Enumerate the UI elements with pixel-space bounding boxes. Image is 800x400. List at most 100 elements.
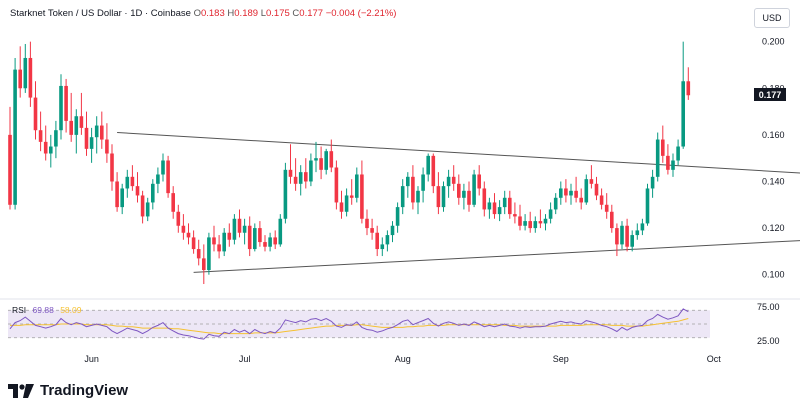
low-value: 0.175 <box>265 8 290 19</box>
candle-body <box>100 125 104 140</box>
candle-body <box>202 258 206 271</box>
candle-body <box>528 221 532 229</box>
candle-body <box>518 216 522 226</box>
candle-body <box>467 190 471 205</box>
chart-header: Starknet Token / US Dollar · 1D · Coinba… <box>10 8 396 19</box>
candle-body <box>686 81 691 96</box>
currency-button[interactable]: USD <box>754 8 790 28</box>
candle-body <box>49 146 53 154</box>
candle-body <box>594 183 599 196</box>
rsi-tick-label: 25.00 <box>757 336 780 346</box>
high-label: H <box>227 8 235 19</box>
candle-body <box>411 176 415 203</box>
candle-body <box>482 188 487 210</box>
candle-body <box>569 190 573 196</box>
candle-body <box>604 204 609 212</box>
candle-body <box>676 146 680 161</box>
candle-body <box>263 242 267 247</box>
candle-body <box>298 172 303 184</box>
candle-body <box>324 151 328 170</box>
month-tick-label: Oct <box>707 354 722 364</box>
candle-body <box>661 139 665 156</box>
candle-body <box>94 125 99 138</box>
candle-body <box>309 160 313 182</box>
candle-body <box>523 221 527 226</box>
footer-brand[interactable]: TradingView <box>8 382 128 399</box>
candle-body <box>186 232 191 238</box>
close-value: 0.177 <box>299 8 324 19</box>
candle-body <box>436 186 441 208</box>
candle-body <box>288 169 293 177</box>
last-price-tag: 0.177 <box>754 88 786 101</box>
change-value: −0.004 (−2.21%) <box>325 8 397 19</box>
candle-body <box>375 232 379 250</box>
candle-body <box>110 153 114 182</box>
candle-body <box>477 174 481 189</box>
candle-body <box>620 225 624 245</box>
candle-body <box>171 193 175 212</box>
rsi-line <box>9 308 689 340</box>
candle-body <box>610 211 614 229</box>
candle-body <box>258 228 262 243</box>
month-tick-label: Jul <box>239 354 251 364</box>
candle-body <box>151 183 155 203</box>
candle-body <box>156 174 160 184</box>
candle-body <box>385 235 390 245</box>
candle-body <box>406 176 410 187</box>
candle-body <box>125 176 130 189</box>
candle-body <box>487 202 492 210</box>
candle-body <box>161 160 165 175</box>
candle-body <box>319 158 323 170</box>
candle-body <box>329 151 334 168</box>
candle-body <box>390 225 395 236</box>
candle-body <box>574 190 578 198</box>
candle-body <box>237 218 242 233</box>
rsi-tick-label: 75.00 <box>757 302 780 312</box>
candle-body <box>28 57 33 98</box>
candle-body <box>278 218 283 245</box>
candle-body <box>242 225 247 233</box>
trendlines <box>117 132 800 273</box>
candle-body <box>130 176 135 187</box>
candle-body <box>589 179 594 184</box>
candle-body <box>538 221 543 224</box>
candle-body <box>559 188 563 198</box>
candle-body <box>370 228 374 233</box>
candle-body <box>247 225 252 250</box>
candle-body <box>630 235 634 247</box>
candle-body <box>579 197 583 203</box>
candle-body <box>349 195 354 198</box>
axes: 0.2000.1800.1600.1400.1200.10075.0025.00… <box>84 37 784 364</box>
candle-body <box>89 137 94 149</box>
candle-body <box>191 237 196 250</box>
open-label: O <box>193 8 201 19</box>
candle-body <box>472 174 476 205</box>
candle-body <box>54 130 58 147</box>
candle-body <box>339 202 344 212</box>
candle-body <box>84 127 89 149</box>
candle-body <box>212 237 216 245</box>
candle-body <box>145 202 150 217</box>
rsi-label: RSI <box>12 305 27 315</box>
candle-body <box>365 218 369 229</box>
candle-body <box>166 160 170 194</box>
month-tick-label: Sep <box>553 354 569 364</box>
price-tick-label: 0.120 <box>762 223 785 233</box>
low-label: L <box>260 8 266 19</box>
candle-body <box>666 155 670 170</box>
candle-body <box>344 195 349 212</box>
candle-body <box>421 174 425 191</box>
candle-body <box>196 249 201 259</box>
candle-body <box>355 174 359 198</box>
candle-body <box>64 85 68 121</box>
candle-body <box>502 197 507 208</box>
candle-body <box>314 158 318 161</box>
rsi-legend[interactable]: RSI 69.88 58.09 <box>12 305 81 315</box>
candle-body <box>395 207 400 226</box>
candle-body <box>564 188 568 196</box>
high-value: 0.189 <box>234 8 259 19</box>
candle-body <box>655 139 660 177</box>
candle-body <box>513 214 517 217</box>
candle-body <box>23 57 28 89</box>
